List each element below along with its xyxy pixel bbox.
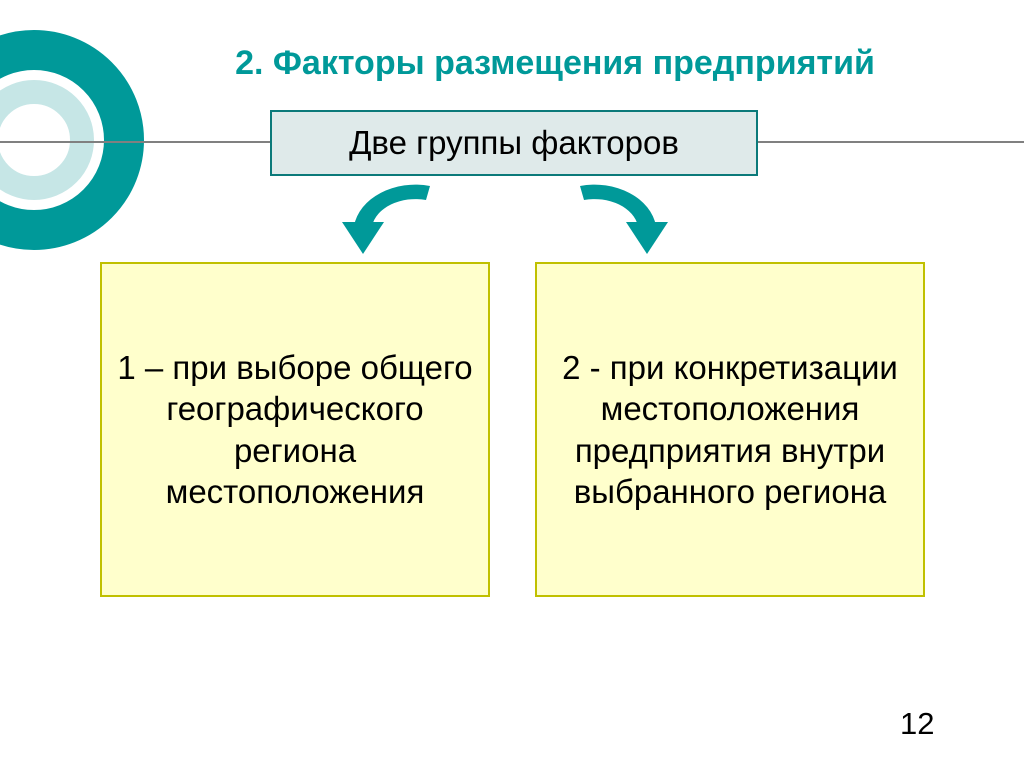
page-number: 12 bbox=[900, 706, 934, 742]
left-box: 1 – при выборе общего географического ре… bbox=[100, 262, 490, 597]
top-box-text: Две группы факторов bbox=[349, 122, 679, 163]
right-box: 2 - при конкретизации местоположения пре… bbox=[535, 262, 925, 597]
slide-title: 2. Факторы размещения предприятий bbox=[145, 44, 965, 83]
left-box-text: 1 – при выборе общего географического ре… bbox=[112, 347, 478, 512]
arrow-left bbox=[330, 178, 450, 258]
arrow-right bbox=[560, 178, 680, 258]
slide: 2. Факторы размещения предприятий Две гр… bbox=[0, 0, 1024, 768]
top-box: Две группы факторов bbox=[270, 110, 758, 176]
right-box-text: 2 - при конкретизации местоположения пре… bbox=[547, 347, 913, 512]
